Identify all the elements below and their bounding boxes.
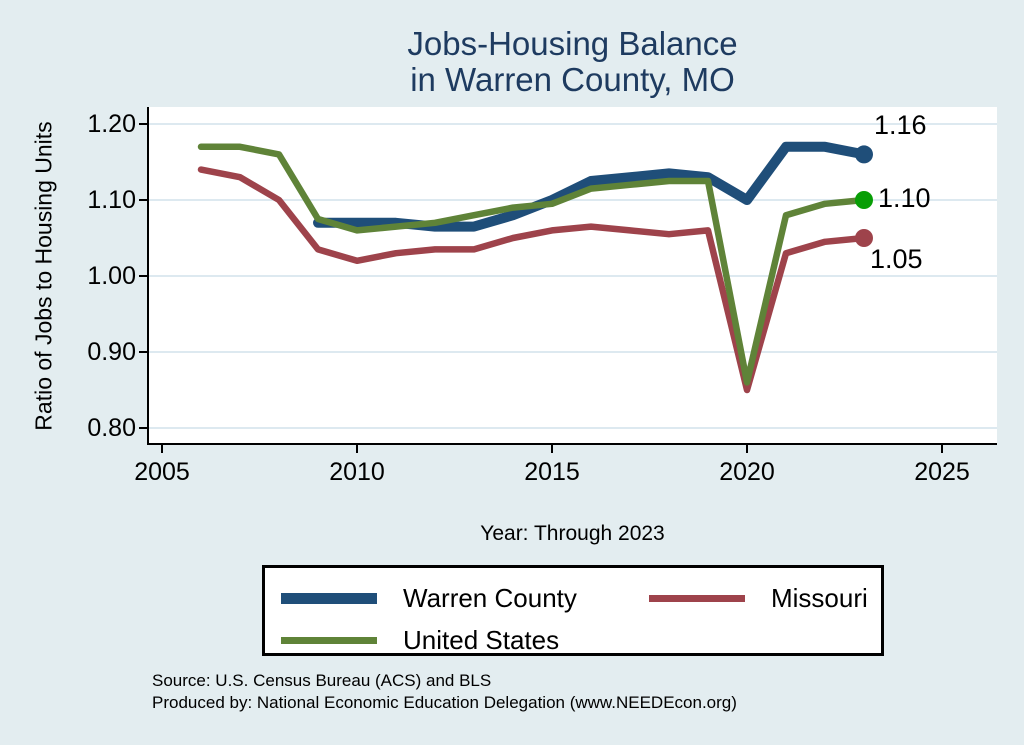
chart-title-line1: Jobs-Housing Balance	[407, 25, 738, 62]
y-tick-label: 1.00	[87, 262, 136, 290]
legend-swatch-missouri	[649, 594, 745, 602]
series-line-united-states	[197, 143, 868, 386]
footer-produced-by: Produced by: National Economic Education…	[152, 693, 737, 712]
legend-entry-warren-county: Warren County	[281, 583, 577, 613]
series-end-dot-united-states	[855, 191, 873, 209]
x-axis-caption: Year: Through 2023	[480, 522, 665, 545]
legend-label-missouri: Missouri	[771, 582, 868, 613]
series-end-dot-missouri	[855, 229, 873, 247]
y-tick-label: 0.90	[87, 338, 136, 366]
legend-swatch-warren-county	[281, 592, 377, 604]
end-value-label-missouri: 1.05	[870, 244, 923, 274]
legend-label-warren-county: Warren County	[403, 582, 577, 613]
y-tick-label: 0.80	[87, 414, 136, 442]
y-tick-label: 1.20	[87, 110, 136, 138]
x-tick-label: 2025	[914, 458, 970, 486]
chart-title-line2: in Warren County, MO	[410, 61, 735, 98]
series-end-dot-warren-county	[855, 145, 873, 164]
x-tick-label: 2005	[134, 458, 190, 486]
end-value-label-warren-county: 1.16	[874, 110, 927, 141]
footer: Source: U.S. Census Bureau (ACS) and BLS…	[152, 670, 737, 714]
x-tick-label: 2020	[719, 458, 775, 486]
legend: Warren County Missouri United States	[262, 565, 884, 656]
footer-source: Source: U.S. Census Bureau (ACS) and BLS	[152, 671, 492, 690]
legend-swatch-united-states	[281, 636, 377, 644]
y-tick-label: 1.10	[87, 186, 136, 214]
x-tick-label: 2015	[524, 458, 580, 486]
legend-entry-united-states: United States	[281, 625, 559, 655]
chart-title: Jobs-Housing Balance in Warren County, M…	[148, 26, 997, 98]
end-value-label-united-states: 1.10	[878, 183, 931, 213]
x-tick-label: 2010	[329, 458, 385, 486]
legend-label-united-states: United States	[403, 624, 560, 655]
legend-entry-missouri: Missouri	[649, 583, 868, 613]
